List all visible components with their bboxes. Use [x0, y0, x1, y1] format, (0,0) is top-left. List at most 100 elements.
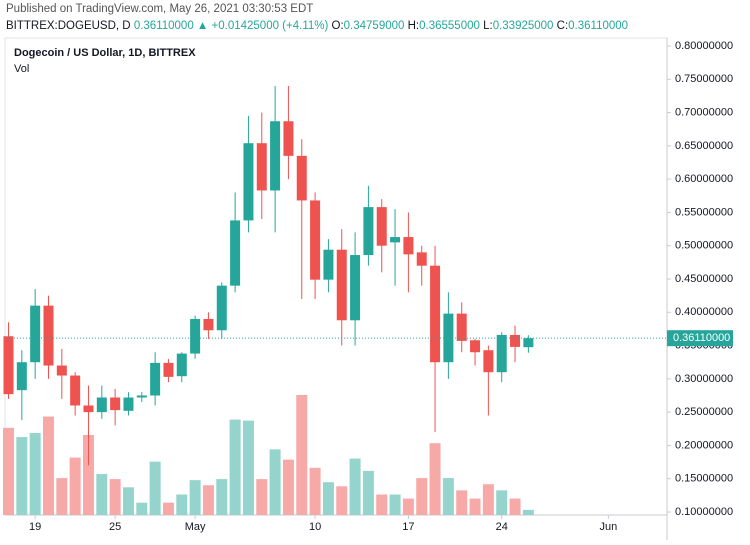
- volume-bar: [256, 479, 268, 515]
- volume-bar: [482, 484, 494, 515]
- y-tick-label: 0.20000000: [675, 439, 733, 451]
- volume-bar: [149, 461, 161, 515]
- candle-body: [523, 338, 534, 348]
- c-value: 0.36110000: [568, 20, 629, 32]
- volume-bar: [442, 478, 454, 515]
- candle-body: [296, 155, 307, 201]
- volume-bar: [469, 498, 481, 515]
- volume-bar: [322, 482, 334, 515]
- y-tick-label: 0.50000000: [675, 240, 733, 252]
- x-tick-label: Jun: [599, 521, 617, 533]
- y-tick-label: 0.15000000: [675, 473, 733, 485]
- volume-bar: [456, 490, 468, 515]
- volume-bar: [336, 486, 348, 515]
- l-label: L:: [483, 20, 493, 32]
- price: 0.36110000: [133, 20, 194, 32]
- symbol: BITTREX:DOGEUSD, D: [6, 20, 131, 32]
- volume-bar: [176, 494, 188, 515]
- x-tick-label: 19: [29, 521, 41, 533]
- candle-body: [323, 249, 334, 280]
- x-tick-label: 24: [496, 521, 508, 533]
- candle-body: [256, 143, 267, 191]
- candle-body: [150, 362, 161, 396]
- volume-bar: [189, 480, 201, 515]
- h-label: H:: [407, 20, 420, 32]
- volume-bar: [496, 490, 508, 515]
- candle-body: [16, 362, 27, 391]
- candle-body: [136, 395, 147, 398]
- y-tick-label: 0.65000000: [675, 140, 733, 152]
- candle-body: [336, 249, 347, 321]
- candle-body: [243, 143, 254, 221]
- y-tick-label: 0.40000000: [675, 306, 733, 318]
- y-tick-label: 0.45000000: [675, 273, 733, 285]
- volume-bar: [42, 416, 54, 515]
- candle-body: [416, 252, 427, 266]
- volume-bar: [3, 427, 14, 515]
- candle-body: [283, 121, 294, 156]
- volume-bar: [309, 467, 321, 515]
- volume-bar: [56, 478, 68, 515]
- y-tick-label: 0.30000000: [675, 373, 733, 385]
- symbol-bar: BITTREX:DOGEUSD, D 0.36110000 ▲ +0.01425…: [6, 20, 628, 32]
- volume-bar: [402, 498, 414, 515]
- candle-body: [110, 397, 121, 411]
- candle-body: [456, 313, 467, 341]
- candle-body: [350, 255, 361, 321]
- volume-bar: [109, 479, 121, 515]
- candle-body: [510, 334, 521, 347]
- x-tick-label: 10: [309, 521, 321, 533]
- volume-bar: [429, 443, 441, 515]
- x-tick-label: 17: [402, 521, 414, 533]
- volume-bar: [242, 420, 254, 515]
- volume-bar: [522, 509, 534, 515]
- candle-body: [83, 405, 94, 413]
- candle-body: [30, 305, 41, 363]
- volume-bar: [216, 479, 228, 515]
- volume-bar: [376, 494, 388, 515]
- o-value: 0.34759000: [343, 20, 405, 32]
- candle-body: [216, 285, 227, 331]
- volume-bar: [229, 419, 241, 515]
- volume-bar: [122, 487, 134, 515]
- volume-bar: [269, 449, 281, 515]
- x-tick-label: May: [185, 521, 206, 533]
- y-tick-label: 0.10000000: [675, 506, 733, 518]
- candle-body: [176, 353, 187, 377]
- candle-body: [403, 237, 414, 255]
- candle-body: [430, 265, 441, 363]
- candle-body: [70, 375, 81, 406]
- last-price-label: 0.36110000: [673, 332, 730, 344]
- volume-bar: [509, 498, 521, 515]
- candle-body: [43, 305, 54, 366]
- y-tick-label: 0.60000000: [675, 173, 733, 185]
- candle-body: [470, 340, 481, 353]
- candle-body: [443, 313, 454, 363]
- candle-body: [376, 207, 387, 246]
- candle-body: [96, 397, 107, 413]
- y-tick-label: 0.55000000: [675, 206, 733, 218]
- candle-body: [483, 350, 494, 373]
- candle-body: [203, 318, 214, 331]
- candle-body: [310, 200, 321, 280]
- candle-body: [3, 336, 14, 395]
- o-label: O:: [331, 20, 344, 32]
- candle-body: [163, 362, 174, 377]
- volume-bar: [29, 432, 41, 515]
- volume-bar: [416, 478, 428, 515]
- volume-bar: [16, 437, 28, 515]
- volume-bar: [82, 435, 94, 515]
- candle-body: [496, 334, 507, 373]
- candle-body: [230, 220, 241, 286]
- l-value: 0.33925000: [492, 20, 554, 32]
- chart-title: Dogecoin / US Dollar, 1D, BITTREX: [14, 47, 196, 59]
- candle-body: [190, 318, 201, 354]
- volume-bar: [202, 485, 214, 515]
- y-tick-label: 0.75000000: [675, 73, 733, 85]
- arrow: ▲: [196, 20, 209, 32]
- volume-bar: [69, 457, 81, 515]
- volume-bar: [296, 395, 308, 515]
- plot-frame: [4, 37, 668, 516]
